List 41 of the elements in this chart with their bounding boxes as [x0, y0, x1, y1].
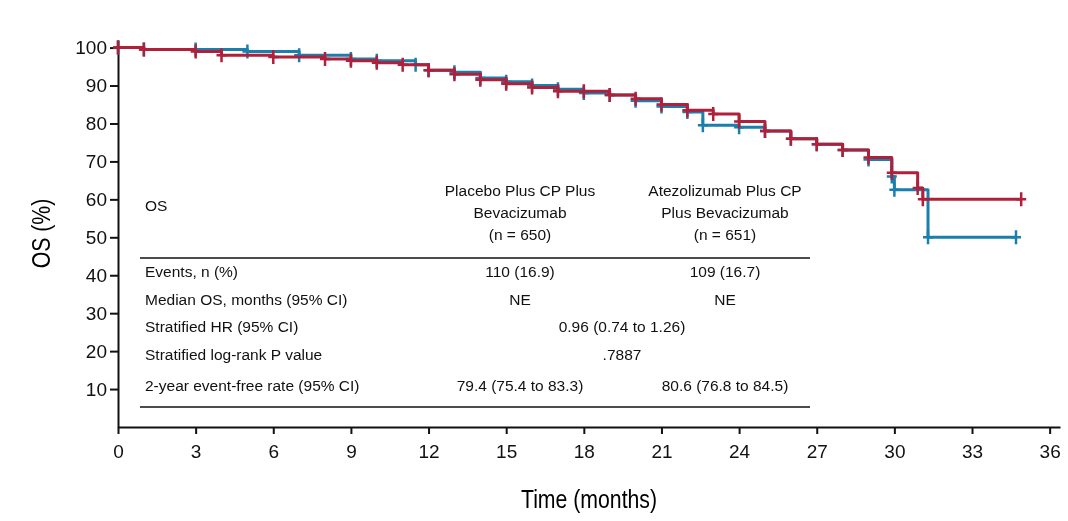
annotation: 109 (16.7): [689, 263, 761, 280]
annotation: Atezolizumab Plus CP Plus Bevacizumab (n = 651): [648, 182, 802, 243]
x-tick-label: 24: [729, 440, 751, 462]
x-tick-label: 15: [496, 440, 518, 462]
x-tick-label: 9: [346, 440, 357, 462]
annotation: NE: [509, 291, 531, 308]
x-tick-label: 30: [884, 440, 906, 462]
y-tick-label: 10: [85, 378, 107, 400]
x-tick-label: 3: [190, 440, 202, 462]
annotation: 0.96 (0.74 to 1.26): [558, 318, 686, 335]
annotation: NE: [714, 291, 736, 308]
annotation: 79.4 (75.4 to 83.3): [456, 377, 584, 394]
y-tick-label: 30: [85, 302, 107, 324]
x-tick-label: 18: [573, 440, 595, 462]
x-tick-label: 27: [806, 440, 828, 462]
annotation: Placebo Plus CP Plus Bevacizumab (n = 650): [444, 182, 596, 243]
annotation: Events, n (%): [145, 263, 239, 280]
y-tick-label: 40: [85, 264, 107, 286]
x-tick-label: 0: [113, 440, 124, 462]
x-tick-label: 21: [651, 440, 673, 462]
annotation: 2-year event-free rate (95% CI): [145, 377, 360, 394]
x-axis-title: Time (months): [520, 485, 658, 514]
annotation: .7887: [602, 346, 642, 363]
annotation: 80.6 (76.8 to 84.5): [661, 377, 789, 394]
annotation: OS: [145, 197, 168, 214]
y-axis-title: OS (%): [27, 198, 56, 269]
y-tick-label: 20: [85, 340, 107, 362]
annotation: Median OS, months (95% CI): [145, 291, 348, 308]
x-tick-label: 33: [961, 440, 984, 462]
annotation: Stratified log-rank P value: [145, 346, 323, 363]
y-tick-label: 60: [85, 188, 107, 210]
x-tick-label: 6: [268, 440, 280, 462]
y-tick-label: 80: [85, 113, 107, 135]
y-tick-label: 100: [75, 37, 107, 59]
y-tick-label: 90: [85, 75, 107, 97]
annotation: 110 (16.9): [485, 263, 555, 280]
y-tick-label: 70: [85, 150, 107, 172]
x-tick-label: 36: [1039, 440, 1061, 462]
y-tick-label: 50: [85, 226, 107, 248]
annotation: Stratified HR (95% CI): [145, 318, 299, 335]
x-tick-label: 12: [418, 440, 440, 462]
